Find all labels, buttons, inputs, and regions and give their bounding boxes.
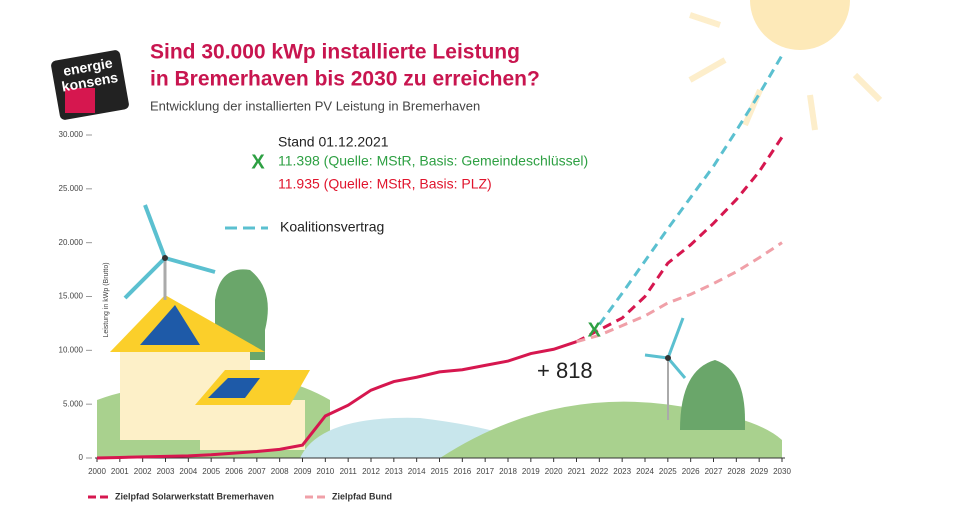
x-tick-label: 2005 (202, 467, 220, 476)
data-marker: X (588, 320, 602, 342)
subtitle: Entwicklung der installierten PV Leistun… (150, 98, 480, 113)
y-tick-label: 25.000 (59, 184, 84, 193)
illustration (51, 0, 883, 458)
x-tick-label: 2027 (705, 467, 723, 476)
x-tick-label: 2016 (453, 467, 471, 476)
y-tick-label: 20.000 (59, 238, 84, 247)
x-tick-label: 2023 (613, 467, 631, 476)
series-line (96, 340, 577, 460)
legend-label: Zielpfad Bund (332, 491, 392, 501)
series-line (575, 136, 784, 344)
chart-title: in Bremerhaven bis 2030 zu erreichen? (150, 68, 540, 91)
x-tick-label: 2013 (385, 467, 403, 476)
legend-label: Zielpfad Solarwerkstatt Bremerhaven (115, 491, 274, 501)
x-tick-label: 2010 (316, 467, 334, 476)
x-tick-label: 2004 (179, 467, 197, 476)
x-tick-label: 2008 (271, 467, 289, 476)
x-tick-label: 2006 (225, 467, 243, 476)
series-line (598, 54, 784, 326)
x-tick-label: 2024 (636, 467, 654, 476)
x-tick-label: 2026 (682, 467, 700, 476)
y-axis-label: Leistung in kWp (Brutto) (103, 262, 110, 337)
y-tick-label: 15.000 (59, 292, 84, 301)
x-tick-label: 2009 (294, 467, 312, 476)
x-tick-label: 2022 (590, 467, 608, 476)
annotation: 11.935 (Quelle: MStR, Basis: PLZ) (278, 176, 492, 192)
x-tick-label: 2029 (750, 467, 768, 476)
x-tick-label: 2000 (88, 467, 106, 476)
y-tick-label: 30.000 (59, 130, 84, 139)
x-tick-label: 2014 (408, 467, 426, 476)
x-tick-label: 2030 (773, 467, 791, 476)
x-tick-label: 2011 (340, 467, 358, 476)
x-tick-label: 2025 (659, 467, 677, 476)
x-tick-label: 2019 (522, 467, 540, 476)
y-tick-label: 10.000 (59, 345, 84, 354)
x-tick-label: 2021 (568, 467, 586, 476)
x-tick-label: 2007 (248, 467, 266, 476)
x-tick-label: 2001 (111, 467, 129, 476)
x-tick-label: 2015 (431, 467, 449, 476)
x-tick-label: 2003 (157, 467, 175, 476)
annotation: + 818 (537, 358, 593, 383)
marker-symbol: X (251, 151, 265, 173)
y-tick-label: 0 (79, 453, 84, 462)
x-tick-label: 2012 (362, 467, 380, 476)
x-tick-label: 2017 (476, 467, 494, 476)
x-tick-label: 2018 (499, 467, 517, 476)
x-tick-label: 2020 (545, 467, 563, 476)
series-line (576, 241, 783, 344)
annotation: 11.398 (Quelle: MStR, Basis: Gemeindesch… (278, 153, 588, 169)
annotation: Stand 01.12.2021 (278, 134, 389, 150)
x-tick-label: 2002 (134, 467, 152, 476)
x-tick-label: 2028 (727, 467, 745, 476)
chart-title: Sind 30.000 kWp installierte Leistung (150, 41, 520, 64)
y-tick-label: 5.000 (63, 399, 84, 408)
legend-label: Koalitionsvertrag (280, 219, 384, 235)
